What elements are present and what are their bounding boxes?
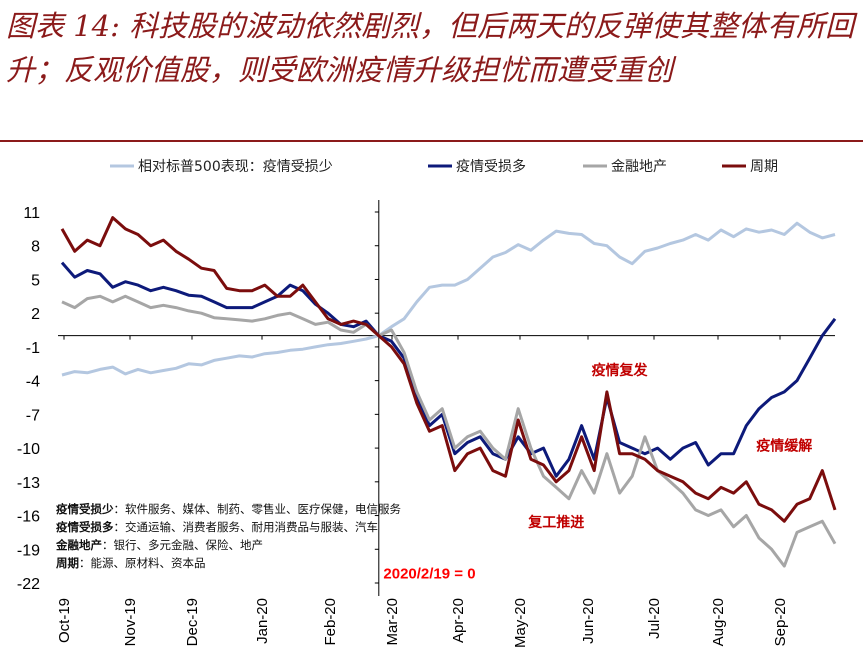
note-text: ：交通运输、消费者服务、耐用消费品与服装、汽车: [114, 520, 379, 534]
note-label: 疫情受损少: [56, 502, 114, 516]
x-tick-label: Nov-19: [122, 598, 139, 646]
page-title: 图表 14: 科技股的波动依然剧烈，但后两天的反弹使其整体有所回升；反观价值股，…: [6, 9, 855, 87]
y-tick-label: 2: [31, 306, 40, 323]
y-tick-label: -16: [17, 509, 40, 526]
chart-axes: 11 8 5 2 -1 -4 -7 -10 -13 -16 -19 -22 Oct-19 Nov-19 De…: [17, 200, 835, 648]
x-tick-label: Feb-20: [322, 598, 339, 646]
series-line-0: [61, 221, 836, 377]
y-tick-label: -19: [17, 542, 40, 559]
annotation-label: 复工推进: [527, 514, 584, 531]
x-tick-label: Jun-20: [580, 598, 597, 644]
x-tick-label: Jan-20: [254, 598, 271, 644]
note-line: 周期：能源、原材料、资本品: [56, 556, 206, 570]
series-line-2: [61, 294, 837, 568]
series-line-1: [60, 261, 837, 478]
annotation-label: 疫情缓解: [756, 437, 812, 454]
y-tick-label: 5: [31, 272, 40, 289]
chart-notes: 疫情受损少：软件服务、媒体、制药、零售业、医疗保健，电信服务疫情受损多：交通运输…: [55, 502, 401, 570]
x-tick-label: Jul-20: [646, 598, 663, 639]
y-tick-label: -4: [26, 374, 40, 391]
x-tick-label: Aug-20: [710, 598, 727, 646]
note-line: 疫情受损少：软件服务、媒体、制药、零售业、医疗保健，电信服务: [56, 502, 401, 516]
x-tick-label: Dec-19: [184, 598, 201, 646]
legend-label: 相对标普500表现：疫情受损少: [138, 159, 333, 175]
y-tick-label: -7: [26, 407, 40, 424]
zero-date-label: 2020/2/19 = 0: [383, 566, 475, 583]
x-tick-label: Oct-19: [56, 598, 73, 643]
note-text: ：银行、多元金融、保险、地产: [102, 538, 263, 552]
annotation-label: 疫情复发: [592, 362, 649, 379]
note-label: 周期: [56, 556, 79, 570]
chart-series: [60, 216, 837, 568]
y-tick-label: 11: [23, 205, 40, 222]
note-text: ：能源、原材料、资本品: [79, 556, 206, 570]
note-text: ：软件服务、媒体、制药、零售业、医疗保健，电信服务: [114, 502, 402, 516]
note-label: 疫情受损多: [56, 520, 114, 534]
note-line: 疫情受损多：交通运输、消费者服务、耐用消费品与服装、汽车: [56, 520, 378, 534]
x-tick-label: Mar-20: [384, 598, 401, 646]
legend-label: 周期: [750, 159, 778, 175]
note-line: 金融地产：银行、多元金融、保险、地产: [55, 538, 263, 552]
note-label: 金融地产: [55, 538, 102, 552]
x-tick-label: May-20: [512, 598, 529, 648]
y-tick-label: -13: [17, 475, 40, 492]
chart-legend: 相对标普500表现：疫情受损少 疫情受损多 金融地产 周期: [110, 158, 778, 175]
y-tick-label: -1: [26, 340, 40, 357]
x-tick-label: Sep-20: [772, 598, 789, 646]
title-divider: [0, 140, 863, 142]
y-tick-label: -22: [17, 576, 40, 593]
x-tick-label: Apr-20: [450, 598, 467, 643]
legend-label: 金融地产: [611, 159, 667, 175]
series-line-3: [60, 216, 837, 523]
legend-label: 疫情受损多: [456, 158, 526, 175]
y-tick-label: 8: [31, 239, 40, 256]
y-tick-label: -10: [17, 441, 40, 458]
